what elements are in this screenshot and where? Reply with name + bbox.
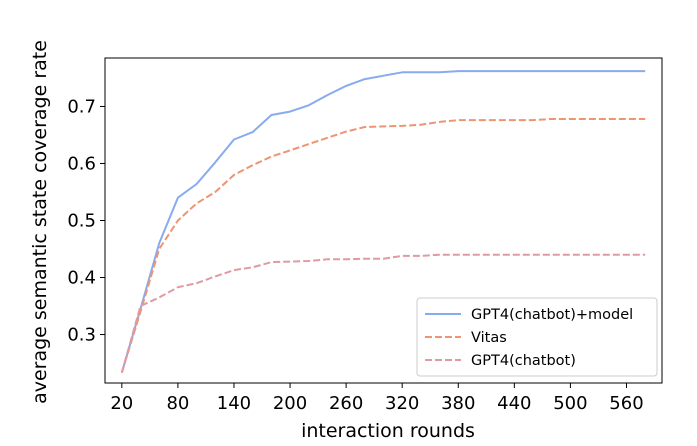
x-tick-label: 260 [329,393,363,414]
legend-label: GPT4(chatbot) [471,353,576,369]
x-tick-label: 500 [553,393,587,414]
x-tick-label: 560 [609,393,643,414]
series-line-3 [120,253,646,373]
x-tick-label: 440 [497,393,531,414]
x-tick-label: 80 [166,393,189,414]
legend-label: GPT4(chatbot)+model [471,307,633,323]
x-tick-label: 200 [273,393,307,414]
x-tick-label: 320 [385,393,419,414]
series-line-1 [120,70,646,373]
legend-box [416,297,658,377]
series-line-2 [120,118,646,373]
legend-label: Vitas [471,330,507,346]
legend: GPT4(chatbot)+model Vitas GPT4(chatbot) [416,297,658,377]
x-tick-label: 20 [110,393,133,414]
y-tick-label: 0.4 [67,268,96,289]
y-tick-label: 0.6 [67,153,96,174]
y-tick-label: 0.7 [67,96,96,117]
x-axis-label: interaction rounds [301,420,475,442]
y-axis-label: average semantic state coverage rate [29,40,51,404]
y-tick-label: 0.3 [67,325,96,346]
x-tick-label: 140 [217,393,251,414]
x-tick-label: 380 [441,393,475,414]
y-tick-label: 0.5 [67,211,96,232]
